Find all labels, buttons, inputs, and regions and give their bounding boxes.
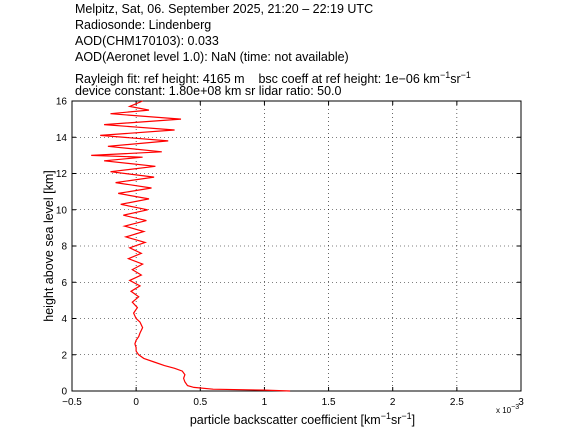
y-tick-label: 2	[61, 350, 67, 361]
chart-title-line-5: Rayleigh fit: ref height: 4165 m bsc coe…	[75, 68, 471, 86]
chart-title-line-4: AOD(Aeronet level 1.0): NaN (time: not a…	[75, 50, 349, 64]
x-tick-label: 2.5	[450, 397, 464, 408]
bsc-coeff-sup-2: −1	[460, 70, 471, 80]
y-tick-label: 14	[56, 133, 68, 144]
x-axis-multiplier: x 10−3	[496, 404, 519, 415]
chart-title-line-1: Melpitz, Sat, 06. September 2025, 21:20 …	[75, 2, 374, 16]
rayleigh-fit-text: Rayleigh fit: ref height: 4165 m	[75, 72, 245, 87]
plot-grid	[72, 101, 521, 391]
y-tick-label: 12	[56, 169, 68, 180]
bsc-coeff-text: bsc coeff at ref height: 1e−06 km	[258, 72, 440, 87]
chart-title-line-6: device constant: 1.80e+08 km sr lidar ra…	[75, 84, 342, 98]
bsc-coeff-mid: sr	[450, 72, 461, 87]
chart-title-line-2: Radiosonde: Lindenberg	[75, 18, 212, 32]
x-axis-label: particle backscatter coefficient [km−1sr…	[190, 411, 415, 427]
x-tick-label: 1.5	[322, 397, 336, 408]
chart-title-line-3: AOD(CHM170103): 0.033	[75, 34, 219, 48]
x-tick-label: 1	[262, 397, 268, 408]
y-tick-label: 6	[61, 278, 67, 289]
y-tick-label: 8	[61, 242, 67, 253]
y-tick-label: 16	[56, 97, 68, 108]
x-tick-label: 0	[133, 397, 139, 408]
y-tick-label: 4	[61, 314, 67, 325]
y-axis-label: height above sea level [km]	[42, 170, 56, 321]
y-tick-label: 10	[56, 205, 68, 216]
x-tick-label: 0.5	[193, 397, 207, 408]
x-tick-label: 3	[518, 397, 524, 408]
x-tick-label: 2	[390, 397, 396, 408]
backscatter-profile-line	[91, 100, 291, 392]
x-tick-label: −0.5	[62, 397, 82, 408]
bsc-coeff-sup-1: −1	[439, 70, 451, 80]
y-tick-label: 0	[61, 387, 67, 398]
